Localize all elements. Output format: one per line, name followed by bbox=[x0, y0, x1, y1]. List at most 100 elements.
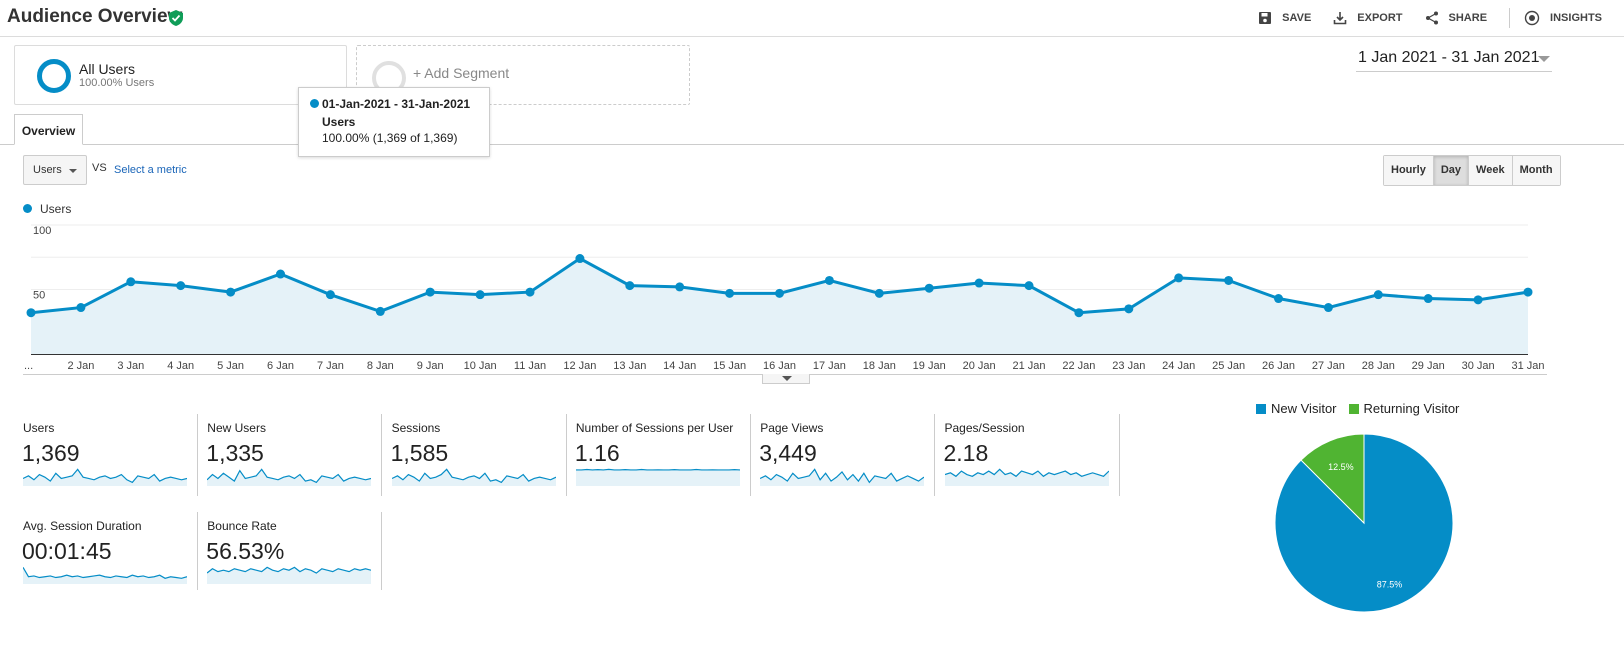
verified-shield-icon bbox=[169, 10, 183, 26]
metric-card[interactable]: Avg. Session Duration 00:01:45 bbox=[14, 512, 198, 590]
sparkline-area bbox=[944, 469, 1109, 486]
metric-card[interactable]: Number of Sessions per User 1.16 bbox=[567, 414, 751, 496]
x-tick-label: 2 Jan bbox=[67, 360, 94, 372]
x-tick-label: 29 Jan bbox=[1412, 360, 1445, 372]
insights-label: INSIGHTS bbox=[1550, 12, 1602, 24]
sparkline-line bbox=[760, 468, 925, 484]
granularity-hourly[interactable]: Hourly bbox=[1384, 156, 1434, 185]
metric-value: 56.53% bbox=[206, 538, 285, 564]
data-point[interactable] bbox=[276, 269, 285, 279]
data-point[interactable] bbox=[974, 278, 984, 288]
insights-button[interactable]: INSIGHTS bbox=[1524, 10, 1602, 26]
share-icon bbox=[1425, 11, 1438, 25]
segment-tooltip: 01-Jan-2021 - 31-Jan-2021 Users 100.00% … bbox=[298, 87, 490, 157]
metric-card[interactable]: Bounce Rate 56.53% bbox=[198, 512, 383, 590]
save-button[interactable]: SAVE bbox=[1258, 11, 1311, 25]
data-point[interactable] bbox=[1274, 294, 1283, 304]
data-point[interactable] bbox=[325, 290, 335, 300]
granularity-week[interactable]: Week bbox=[1469, 156, 1513, 185]
data-point[interactable] bbox=[1124, 304, 1134, 314]
metric-value: 2.18 bbox=[943, 440, 989, 466]
y-tick-label: 100 bbox=[33, 225, 51, 237]
share-button[interactable]: SHARE bbox=[1425, 11, 1487, 25]
metric-name: Avg. Session Duration bbox=[23, 519, 142, 533]
segment-ring-icon bbox=[37, 59, 71, 93]
tab-overview[interactable]: Overview bbox=[14, 114, 83, 145]
x-tick-label: 4 Jan bbox=[167, 360, 194, 372]
save-label: SAVE bbox=[1282, 12, 1312, 24]
metric-name: Pages/Session bbox=[944, 421, 1025, 435]
pie-slice[interactable] bbox=[1300, 433, 1365, 525]
segment-percentage: 100.00% Users bbox=[79, 77, 155, 89]
metric-card[interactable]: Pages/Session 2.18 bbox=[936, 414, 1120, 496]
pie-legend-item[interactable]: New Visitor bbox=[1256, 401, 1337, 416]
sparkline bbox=[391, 468, 556, 486]
sparkline-area bbox=[23, 567, 187, 584]
data-point[interactable] bbox=[775, 288, 784, 298]
save-icon bbox=[1259, 12, 1272, 24]
series-area bbox=[31, 258, 1528, 354]
data-point[interactable] bbox=[1423, 294, 1433, 304]
data-point[interactable] bbox=[824, 275, 834, 285]
tooltip-dot bbox=[310, 99, 319, 108]
data-point[interactable] bbox=[675, 282, 685, 292]
metric-card[interactable]: Sessions 1,585 bbox=[383, 414, 567, 496]
metric-select-label: Users bbox=[33, 164, 62, 176]
x-tick-label: 12 Jan bbox=[563, 360, 596, 372]
pie-legend-item[interactable]: Returning Visitor bbox=[1348, 401, 1459, 416]
data-point[interactable] bbox=[425, 287, 435, 297]
data-point[interactable] bbox=[525, 287, 535, 297]
data-point[interactable] bbox=[1074, 308, 1084, 318]
data-point[interactable] bbox=[1373, 290, 1383, 300]
granularity-month[interactable]: Month bbox=[1512, 156, 1560, 185]
sparkline-line bbox=[207, 566, 372, 574]
sparkline-line bbox=[944, 468, 1109, 478]
metric-card[interactable]: New Users 1,335 bbox=[198, 414, 383, 496]
metric-card[interactable]: Users 1,369 bbox=[14, 414, 198, 496]
add-segment-button[interactable]: + Add Segment bbox=[356, 45, 690, 105]
data-point[interactable] bbox=[1224, 275, 1234, 285]
data-point[interactable] bbox=[1174, 273, 1184, 283]
data-point[interactable] bbox=[1323, 303, 1333, 313]
data-point[interactable] bbox=[575, 254, 585, 264]
data-point[interactable] bbox=[874, 288, 884, 298]
x-tick-label: 14 Jan bbox=[663, 360, 696, 372]
granularity-day[interactable]: Day bbox=[1433, 156, 1470, 185]
export-button[interactable]: EXPORT bbox=[1333, 11, 1403, 25]
data-point[interactable] bbox=[375, 306, 385, 316]
data-point[interactable] bbox=[475, 290, 485, 300]
x-tick-label: 7 Jan bbox=[317, 360, 344, 372]
collapse-chart-handle[interactable] bbox=[762, 374, 810, 384]
metric-select[interactable]: Users bbox=[23, 155, 87, 185]
x-tick-label: 13 Jan bbox=[613, 360, 646, 372]
metric-name: Users bbox=[23, 421, 55, 435]
metric-value: 1,369 bbox=[22, 440, 80, 466]
x-tick-label: 21 Jan bbox=[1012, 360, 1045, 372]
select-metric-link[interactable]: Select a metric bbox=[114, 164, 187, 176]
data-point[interactable] bbox=[176, 281, 186, 291]
sparkline bbox=[575, 468, 740, 486]
data-point[interactable] bbox=[1024, 281, 1034, 291]
data-point[interactable] bbox=[1523, 287, 1533, 297]
data-point[interactable] bbox=[26, 308, 36, 318]
metric-value: 3,449 bbox=[759, 440, 817, 466]
data-point[interactable] bbox=[126, 277, 136, 287]
x-tick-label: 16 Jan bbox=[763, 360, 796, 372]
segment-all-users[interactable]: All Users 100.00% Users bbox=[14, 45, 347, 105]
metric-card[interactable]: Page Views 3,449 bbox=[751, 414, 936, 496]
data-point[interactable] bbox=[1473, 295, 1483, 305]
sparkline-line bbox=[23, 567, 187, 579]
x-tick-label: 30 Jan bbox=[1462, 360, 1495, 372]
data-point[interactable] bbox=[924, 283, 934, 293]
data-point[interactable] bbox=[725, 288, 735, 298]
data-point[interactable] bbox=[76, 303, 86, 313]
x-tick-label: 11 Jan bbox=[514, 360, 546, 372]
metric-value: 00:01:45 bbox=[22, 538, 112, 564]
legend-swatch bbox=[1348, 403, 1359, 414]
date-range-picker[interactable]: 1 Jan 2021 - 31 Jan 2021 bbox=[1356, 46, 1552, 72]
metric-name: Bounce Rate bbox=[207, 519, 277, 533]
sparkline bbox=[760, 468, 925, 486]
x-tick-label: 10 Jan bbox=[464, 360, 497, 372]
data-point[interactable] bbox=[226, 287, 236, 297]
data-point[interactable] bbox=[625, 281, 635, 291]
